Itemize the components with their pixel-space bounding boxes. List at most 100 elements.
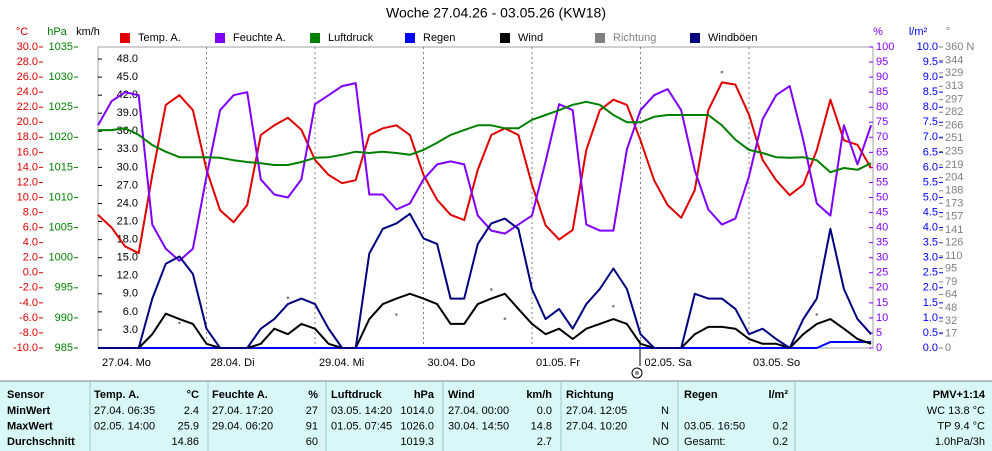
table-cell: 2.4 (184, 405, 199, 417)
table-header: hPa (414, 389, 435, 401)
table-cell: MaxWert (7, 420, 53, 432)
legend-label: Wind (518, 32, 543, 44)
y-tick-label: 14.0 (17, 161, 38, 173)
y-tick-label: 24.0 (117, 197, 138, 209)
y-tick-label: 235 (945, 145, 963, 157)
y-tick-label: 7.0 (923, 131, 938, 143)
y-tick-label: 70 (876, 131, 888, 143)
y-tick-label: 60 (876, 161, 888, 173)
y-tick-label: 17 (945, 328, 957, 340)
table-cell: 30.04. 14:50 (448, 420, 509, 432)
y-tick-label: 20.0 (17, 116, 38, 128)
table-header: °C (187, 389, 199, 401)
table-cell: 27.04. 17:20 (212, 405, 273, 417)
y-tick-label: -6.0 (19, 312, 38, 324)
y-tick-label: 0 (945, 342, 951, 354)
direction-dot (178, 321, 181, 325)
y-tick-label: 2.0 (23, 252, 38, 264)
table-cell: NO (653, 436, 670, 448)
y-tick-label: 1035 (49, 41, 73, 53)
y-tick-label: 1015 (49, 161, 73, 173)
x-tick-label: 03.05. So (753, 357, 800, 369)
y-tick-label: 79 (945, 276, 957, 288)
stats-panel (0, 381, 992, 451)
y-tick-label: 1000 (49, 252, 73, 264)
y-tick-label: 360 N (945, 41, 974, 53)
y-tick-label: 3.0 (123, 324, 138, 336)
y-tick-label: 64 (945, 288, 957, 300)
table-header: PMV+1:14 (933, 389, 986, 401)
y-tick-label: 1.0 (923, 312, 938, 324)
axis-unit: °C (16, 26, 28, 38)
table-cell: 27.04. 00:00 (448, 405, 509, 417)
table-cell: 29.04. 06:20 (212, 420, 273, 432)
legend-swatch (595, 33, 605, 43)
series-line (98, 212, 872, 349)
x-tick-label: 29.04. Mi (319, 357, 364, 369)
y-tick-label: 25 (876, 267, 888, 279)
now-icon-dot (635, 371, 639, 375)
direction-dot (720, 70, 724, 74)
y-tick-label: 3.5 (923, 237, 938, 249)
direction-dot (490, 288, 493, 291)
y-tick-label: -2.0 (19, 282, 38, 294)
y-tick-label: 95 (945, 262, 957, 274)
y-tick-label: 0.5 (923, 327, 938, 339)
legend-swatch (120, 33, 130, 43)
y-tick-label: 48.0 (117, 53, 138, 65)
y-tick-label: 297 (945, 94, 963, 106)
y-tick-label: 45 (876, 206, 888, 218)
table-header: l/m² (768, 389, 788, 401)
x-tick-label: 28.04. Di (211, 357, 255, 369)
y-tick-label: 7.5 (923, 116, 938, 128)
table-cell: 25.9 (178, 420, 199, 432)
y-tick-label: 5.5 (923, 176, 938, 188)
y-tick-label: 4.5 (923, 206, 938, 218)
y-tick-label: 1005 (49, 222, 73, 234)
y-tick-label: 141 (945, 224, 963, 236)
axis-unit: km/h (76, 26, 100, 38)
table-header: Richtung (566, 389, 614, 401)
y-tick-label: 75 (876, 116, 888, 128)
table-header: km/h (526, 389, 552, 401)
y-tick-label: 30.0 (17, 41, 38, 53)
y-tick-label: 0.0 (23, 267, 38, 279)
y-tick-label: 8.5 (923, 86, 938, 98)
y-tick-label: 15.0 (117, 252, 138, 264)
y-tick-label: 6.0 (923, 161, 938, 173)
y-tick-label: 6.0 (23, 222, 38, 234)
series-line (97, 81, 872, 255)
table-cell: 03.05. 16:50 (684, 420, 745, 432)
axis-unit: ° (946, 26, 950, 38)
table-header: Sensor (7, 389, 45, 401)
table-cell: 0.0 (537, 405, 552, 417)
y-tick-label: 8.0 (923, 101, 938, 113)
y-tick-label: 985 (55, 342, 73, 354)
y-tick-label: 55 (876, 176, 888, 188)
legend-swatch (500, 33, 510, 43)
legend-label: Richtung (613, 32, 656, 44)
series-line (98, 100, 872, 174)
y-tick-label: 10.0 (17, 191, 38, 203)
y-tick-label: 48 (945, 302, 957, 314)
y-tick-label: 5.0 (923, 191, 938, 203)
table-cell: 2.7 (537, 436, 552, 448)
table-cell: 27.04. 06:35 (94, 405, 155, 417)
table-cell: N (661, 405, 669, 417)
table-cell: 91 (306, 420, 318, 432)
y-tick-label: 20 (876, 282, 888, 294)
y-tick-label: 5 (876, 327, 882, 339)
y-tick-label: 85 (876, 86, 888, 98)
table-cell: Gesamt: (684, 436, 726, 448)
y-tick-label: 30 (876, 252, 888, 264)
y-tick-label: 90 (876, 71, 888, 83)
y-tick-label: 27.0 (117, 179, 138, 191)
table-cell: 1019.3 (400, 436, 434, 448)
y-tick-label: 95 (876, 56, 888, 68)
y-tick-label: 266 (945, 120, 963, 132)
table-cell: 14.86 (171, 436, 199, 448)
y-tick-label: 188 (945, 185, 963, 197)
legend-label: Windböen (708, 32, 758, 44)
y-tick-label: 42.0 (117, 89, 138, 101)
